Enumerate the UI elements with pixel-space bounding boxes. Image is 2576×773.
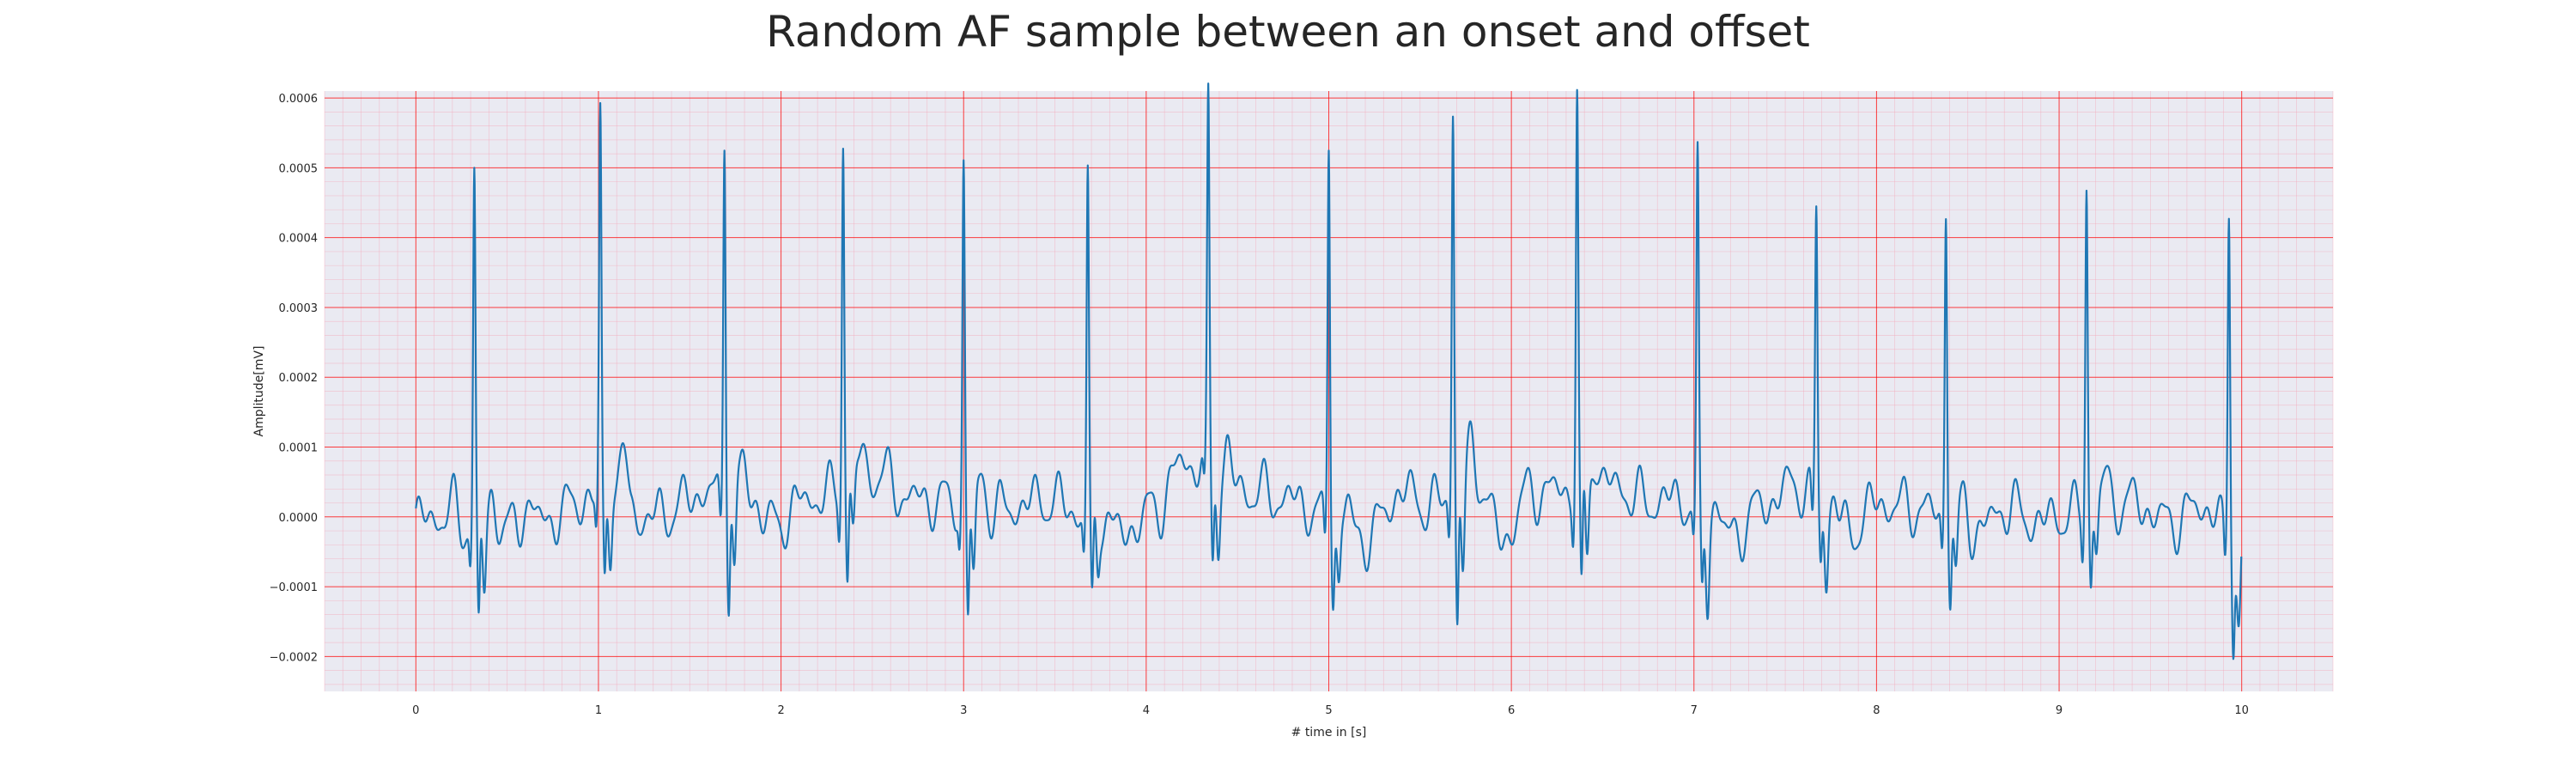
- x-tick-label: 5: [1325, 704, 1332, 717]
- x-tick-label: 1: [595, 704, 602, 717]
- x-tick-label: 6: [1508, 704, 1515, 717]
- r-peak-point: [1207, 142, 1210, 144]
- x-tick-label: 7: [1691, 704, 1698, 717]
- y-tick-label: 0.0003: [279, 302, 319, 315]
- x-axis-label: # time in [s]: [1291, 726, 1367, 740]
- x-tick-label: 4: [1143, 704, 1150, 717]
- x-tick-label: 10: [2234, 704, 2249, 717]
- r-peak-point: [723, 141, 726, 143]
- series-layer: [415, 82, 2243, 660]
- r-peak-point: [1086, 156, 1089, 159]
- x-axis-ticks: 0 1 2 3 4 5 6 7 8 9 10: [412, 704, 2249, 717]
- y-tick-label: 0.0001: [279, 442, 319, 455]
- chart-title: Random AF sample between an onset and of…: [766, 7, 1810, 57]
- y-tick-label: −0.0001: [270, 581, 318, 594]
- y-tick-label: 0.0000: [279, 512, 319, 525]
- r-peak-point: [1327, 124, 1330, 126]
- y-tick-label: 0.0005: [279, 162, 319, 175]
- r-peak-point: [1697, 169, 1699, 172]
- r-peak-point: [963, 168, 965, 171]
- x-tick-label: 9: [2056, 704, 2063, 717]
- x-tick-label: 3: [960, 704, 967, 717]
- r-peak-point: [841, 150, 844, 153]
- r-peak-point: [1815, 217, 1818, 220]
- x-tick-label: 0: [412, 704, 419, 717]
- y-axis-label: Amplitude[mV]: [252, 346, 266, 437]
- r-peak-point: [2227, 180, 2230, 182]
- r-peak-point: [1945, 187, 1947, 190]
- x-tick-label: 8: [1873, 704, 1880, 717]
- r-peak-point: [1452, 120, 1455, 123]
- y-tick-label: 0.0002: [279, 372, 319, 385]
- y-axis-ticks: −0.0002 −0.0001 0.0000 0.0001 0.0002 0.0003 0.…: [270, 93, 318, 664]
- r-peak-point: [473, 160, 476, 162]
- r-peak-point: [2085, 180, 2087, 182]
- r-peak-point: [599, 135, 602, 137]
- y-tick-label: 0.0006: [279, 93, 319, 106]
- y-tick-label: −0.0002: [270, 651, 318, 664]
- ecg-series-line: [415, 82, 2243, 660]
- y-tick-label: 0.0004: [279, 233, 319, 246]
- x-tick-label: 2: [777, 704, 784, 717]
- r-peak-point: [1576, 115, 1578, 118]
